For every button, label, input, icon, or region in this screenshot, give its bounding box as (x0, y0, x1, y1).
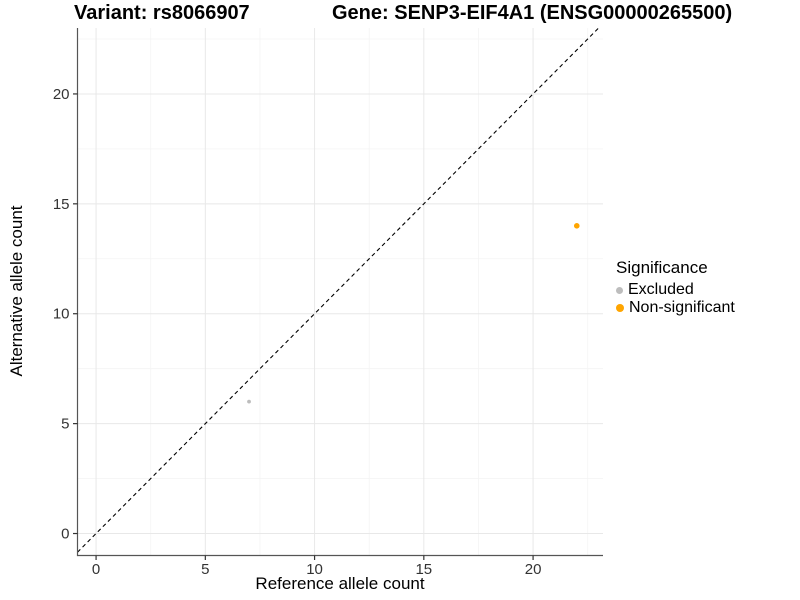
y-tick-label: 15 (53, 196, 70, 213)
panel-background (77, 28, 603, 556)
x-tick-label: 10 (306, 561, 323, 578)
y-tick-label: 5 (61, 416, 69, 433)
legend-item-excluded: Excluded (616, 281, 735, 299)
x-tick-label: 0 (92, 561, 100, 578)
legend-item-label: Excluded (628, 281, 694, 298)
x-axis-title: Reference allele count (255, 574, 425, 593)
x-tick-label: 20 (525, 561, 542, 578)
y-axis-title: Alternative allele count (7, 205, 26, 377)
y-tick-label: 0 (61, 526, 69, 543)
plot-title-variant: Variant: rs8066907 (74, 2, 250, 24)
x-tick-label: 15 (415, 561, 432, 578)
y-tick-label: 10 (53, 306, 70, 323)
non-significant-dot-icon (616, 304, 624, 312)
legend-item-label: Non-significant (629, 299, 735, 316)
y-tick-label: 20 (53, 86, 70, 103)
x-tick-label: 5 (201, 561, 209, 578)
plot-title-gene: Gene: SENP3-EIF4A1 (ENSG00000265500) (332, 2, 733, 24)
legend-title: Significance (616, 258, 708, 277)
legend: Significance Excluded Non-significant (616, 258, 735, 317)
excluded-dot-icon (616, 286, 623, 294)
data-point-non-significant (573, 223, 580, 229)
legend-item-non-significant: Non-significant (616, 299, 735, 317)
data-point-excluded (247, 399, 251, 404)
identity-line (77, 27, 600, 553)
